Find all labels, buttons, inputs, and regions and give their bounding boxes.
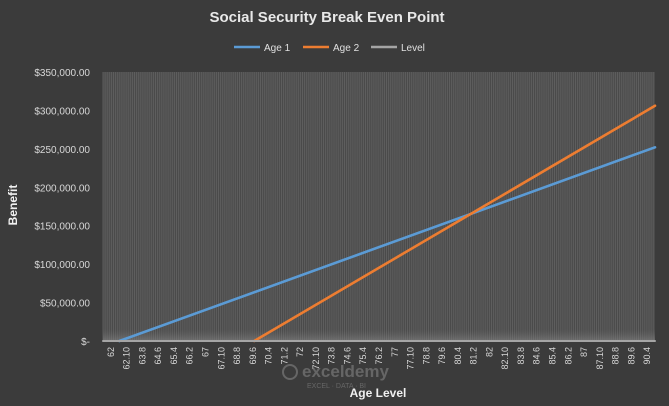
x-tick-label: 88.8 [611,347,621,365]
x-tick-label: 74.6 [343,347,353,365]
x-tick-label: 82.10 [500,347,510,370]
x-tick-label: 89.6 [626,347,636,365]
y-axis-title: Benefit [6,185,20,226]
plot-area [103,72,655,341]
series-lines [102,104,657,343]
legend-label-age-1: Age 1 [264,43,291,54]
x-tick-label: 71.2 [279,347,289,365]
x-tick-label: 68.8 [232,347,242,365]
x-tick-label: 75.4 [358,347,368,365]
y-tick-label: $50,000.00 [40,299,90,310]
watermark-name: exceldemy [302,362,389,381]
x-tick-label: 90.4 [642,347,652,365]
x-tick-label: 77.10 [406,347,416,370]
x-tick-label: 85.4 [548,347,558,365]
x-tick-label: 79.6 [437,347,447,365]
x-tick-label: 65.4 [169,347,179,365]
x-tick-label: 72.10 [311,347,321,370]
series-line-age-1 [118,146,657,343]
y-tick-label: $300,000.00 [34,106,90,117]
x-tick-label: 72 [295,347,305,357]
legend-label-age-2: Age 2 [333,43,360,54]
x-tick-label: 82 [484,347,494,357]
x-tick-label: 77 [390,347,400,357]
legend-label-level: Level [401,43,425,54]
y-tick-label: $200,000.00 [34,183,90,194]
y-tick-label: $150,000.00 [34,222,90,233]
series-line-age-2 [252,104,657,343]
x-tick-label: 62.10 [122,347,132,370]
x-tick-label: 69.6 [248,347,258,365]
x-tick-label: 67.10 [216,347,226,370]
x-tick-label: 64.6 [153,347,163,365]
watermark-logo: exceldemy EXCEL · DATA · BI [282,362,389,390]
x-tick-label: 81.2 [469,347,479,365]
x-axis-ticks: 62 62.10 63.8 64.6 65.4 66.2 67 67.10 68.8 69.6 70… [106,347,652,370]
watermark-icon [282,364,298,380]
x-tick-label: 87.10 [595,347,605,370]
x-tick-label: 76.2 [374,347,384,365]
y-axis-ticks: $- $50,000.00 $100,000.00 $150,000.00 $200,0… [34,68,90,348]
watermark-tagline: EXCEL · DATA · BI [307,383,366,390]
x-tick-label: 63.8 [137,347,147,365]
x-tick-label: 70.4 [264,347,274,365]
x-tick-label: 86.2 [563,347,573,365]
x-tick-label: 84.6 [532,347,542,365]
x-tick-label: 83.8 [516,347,526,365]
x-axis-title: Age Level [350,386,407,400]
x-tick-label: 87 [579,347,589,357]
x-tick-label: 62 [106,347,116,357]
x-tick-label: 73.8 [327,347,337,365]
y-tick-label: $250,000.00 [34,145,90,156]
x-tick-label: 66.2 [185,347,195,365]
x-tick-label: 78.8 [421,347,431,365]
y-tick-label: $100,000.00 [34,260,90,271]
series-level-band [103,329,655,341]
chart-title: Social Security Break Even Point [209,9,444,26]
x-tick-label: 80.4 [453,347,463,365]
plot-background [103,72,655,341]
x-tick-label: 67 [201,347,211,357]
y-tick-label: $350,000.00 [34,68,90,79]
grid [102,72,654,341]
y-tick-label: $- [81,337,90,348]
legend: Age 1 Age 2 Level [234,43,425,54]
